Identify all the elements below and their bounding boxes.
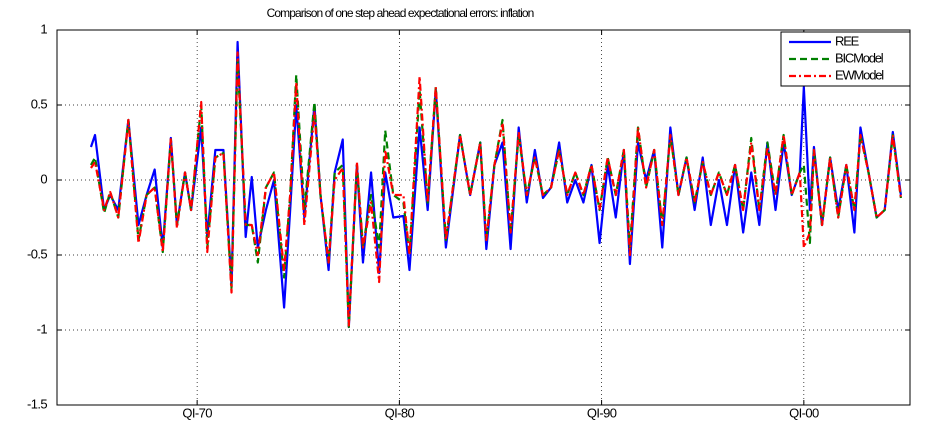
- chart-title: Comparison of one step ahead expectation…: [267, 6, 534, 20]
- y-tick-label: -0.5: [27, 246, 47, 261]
- legend-label: REE: [835, 33, 860, 48]
- y-tick-label: -1.5: [27, 396, 47, 411]
- y-tick-label: 1: [40, 21, 47, 36]
- x-tick-label: QI-90: [587, 405, 617, 420]
- x-tick-label: QI-00: [789, 405, 819, 420]
- series-line: [90, 51, 902, 327]
- y-tick-label: 0: [40, 171, 47, 186]
- x-tick-label: QI-70: [182, 405, 212, 420]
- plot-frame: [56, 29, 911, 406]
- x-tick-label: QI-80: [385, 405, 415, 420]
- y-tick-label: -1: [37, 321, 48, 336]
- legend-label: BICModel: [835, 50, 884, 65]
- legend-label: EWModel: [835, 67, 884, 82]
- y-tick-label: 0.5: [31, 96, 48, 111]
